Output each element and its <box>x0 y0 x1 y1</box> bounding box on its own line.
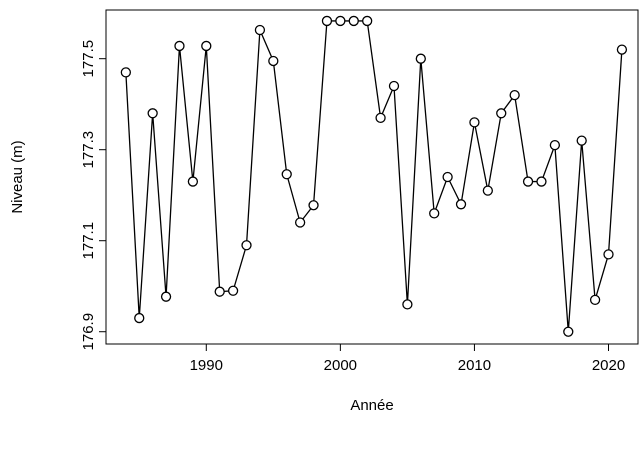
y-axis-label: Niveau (m) <box>9 140 26 213</box>
point <box>268 55 279 67</box>
point <box>241 240 252 251</box>
x-axis-label: Année <box>350 397 393 414</box>
point <box>294 217 306 228</box>
point <box>335 15 346 27</box>
point <box>522 176 534 187</box>
x-tick-label: 2000 <box>324 357 357 374</box>
point <box>281 169 292 180</box>
point <box>134 312 145 324</box>
point <box>147 108 158 119</box>
point <box>120 67 131 78</box>
y-tick-label: 177.3 <box>80 131 97 169</box>
point <box>362 15 373 27</box>
point <box>482 185 493 196</box>
plot-frame <box>105 9 639 345</box>
point <box>227 285 239 296</box>
point <box>549 139 561 151</box>
point <box>576 135 587 146</box>
point <box>308 200 319 211</box>
point <box>160 291 172 302</box>
point <box>348 15 359 27</box>
point <box>214 286 225 297</box>
point <box>201 40 212 52</box>
point <box>429 208 440 219</box>
point <box>603 249 614 260</box>
point <box>254 24 266 36</box>
y-tick-label: 177.1 <box>80 222 97 260</box>
point <box>496 108 507 119</box>
y-tick-label: 177.5 <box>80 40 97 78</box>
point <box>536 176 547 187</box>
point <box>388 80 400 92</box>
point <box>469 117 480 128</box>
series-line <box>125 20 623 332</box>
point <box>402 299 413 310</box>
point <box>375 112 386 123</box>
point <box>455 199 467 210</box>
point <box>616 44 628 55</box>
y-tick-label: 176.9 <box>80 313 97 351</box>
point <box>321 15 333 27</box>
point <box>563 326 574 337</box>
point <box>589 294 601 306</box>
x-tick-label: 2010 <box>458 357 491 374</box>
x-tick-label: 2020 <box>592 357 625 374</box>
point <box>415 53 426 64</box>
x-tick-label: 1990 <box>190 357 223 374</box>
point <box>187 176 199 187</box>
point <box>509 89 520 101</box>
point <box>174 40 185 52</box>
point <box>442 171 453 183</box>
